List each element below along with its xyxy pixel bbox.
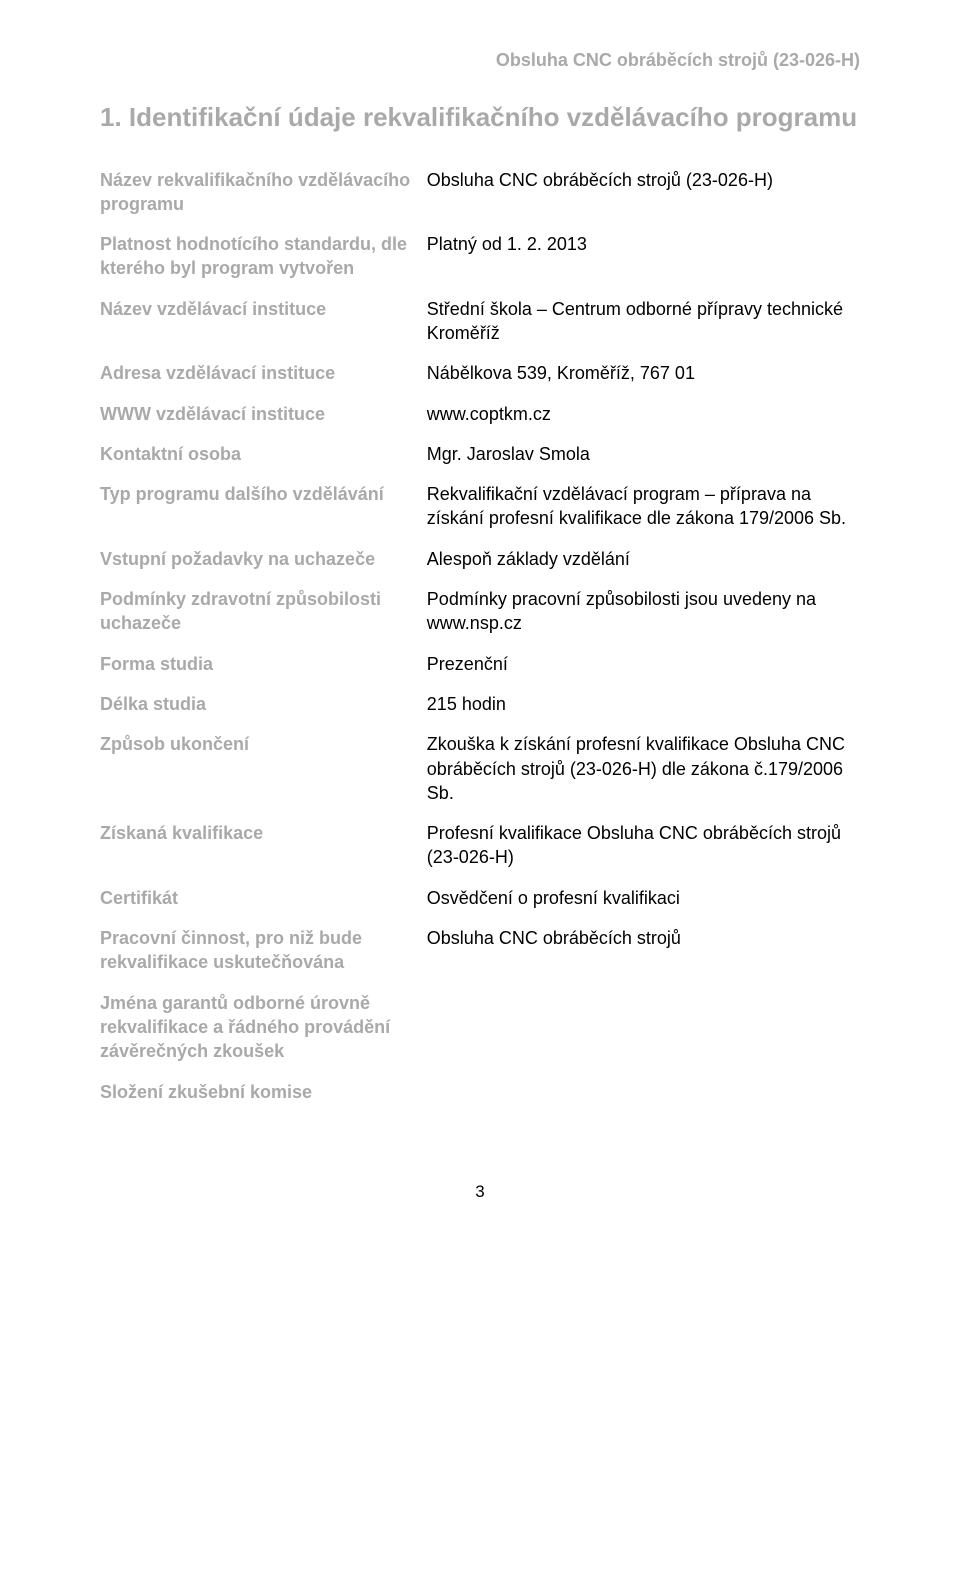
table-row: Adresa vzdělávací instituce Nábělkova 53… (100, 353, 860, 393)
table-row: Certifikát Osvědčení o profesní kvalifik… (100, 878, 860, 918)
table-row: Název vzdělávací instituce Střední škola… (100, 289, 860, 354)
table-row: Jména garantů odborné úrovně rekvalifika… (100, 983, 860, 1072)
section-heading: 1. Identifikační údaje rekvalifikačního … (100, 101, 860, 134)
row-label: Složení zkušební komise (100, 1072, 427, 1112)
row-value: Obsluha CNC obráběcích strojů (427, 918, 860, 983)
table-row: Typ programu dalšího vzdělávání Rekvalif… (100, 474, 860, 539)
row-value: Rekvalifikační vzdělávací program – příp… (427, 474, 860, 539)
table-row: Podmínky zdravotní způsobilosti uchazeče… (100, 579, 860, 644)
row-value: Zkouška k získání profesní kvalifikace O… (427, 724, 860, 813)
row-label: Jména garantů odborné úrovně rekvalifika… (100, 983, 427, 1072)
row-value: www.coptkm.cz (427, 394, 860, 434)
row-label: Podmínky zdravotní způsobilosti uchazeče (100, 579, 427, 644)
row-value (427, 1072, 860, 1112)
row-label: Délka studia (100, 684, 427, 724)
row-value: Platný od 1. 2. 2013 (427, 224, 860, 289)
row-value (427, 983, 860, 1072)
row-label: Platnost hodnotícího standardu, dle kter… (100, 224, 427, 289)
table-row: Vstupní požadavky na uchazeče Alespoň zá… (100, 539, 860, 579)
row-value: Podmínky pracovní způsobilosti jsou uved… (427, 579, 860, 644)
row-value: Profesní kvalifikace Obsluha CNC obráběc… (427, 813, 860, 878)
table-row: Složení zkušební komise (100, 1072, 860, 1112)
table-row: Délka studia 215 hodin (100, 684, 860, 724)
page: Obsluha CNC obráběcích strojů (23-026-H)… (0, 0, 960, 1242)
header-topright: Obsluha CNC obráběcích strojů (23-026-H) (100, 50, 860, 71)
table-row: Pracovní činnost, pro niž bude rekvalifi… (100, 918, 860, 983)
row-value: Obsluha CNC obráběcích strojů (23-026-H) (427, 160, 860, 225)
row-label: Název vzdělávací instituce (100, 289, 427, 354)
table-row: Kontaktní osoba Mgr. Jaroslav Smola (100, 434, 860, 474)
row-label: Certifikát (100, 878, 427, 918)
table-row: Platnost hodnotícího standardu, dle kter… (100, 224, 860, 289)
row-label: Forma studia (100, 644, 427, 684)
table-row: Název rekvalifikačního vzdělávacího prog… (100, 160, 860, 225)
row-value: Střední škola – Centrum odborné přípravy… (427, 289, 860, 354)
row-value: Nábělkova 539, Kroměříž, 767 01 (427, 353, 860, 393)
identification-table: Název rekvalifikačního vzdělávacího prog… (100, 160, 860, 1112)
table-row: Způsob ukončení Zkouška k získání profes… (100, 724, 860, 813)
row-value: Mgr. Jaroslav Smola (427, 434, 860, 474)
row-value: 215 hodin (427, 684, 860, 724)
page-number: 3 (100, 1182, 860, 1202)
row-label: Pracovní činnost, pro niž bude rekvalifi… (100, 918, 427, 983)
table-row: Forma studia Prezenční (100, 644, 860, 684)
row-label: Vstupní požadavky na uchazeče (100, 539, 427, 579)
row-value: Prezenční (427, 644, 860, 684)
row-label: Typ programu dalšího vzdělávání (100, 474, 427, 539)
row-label: Kontaktní osoba (100, 434, 427, 474)
table-row: WWW vzdělávací instituce www.coptkm.cz (100, 394, 860, 434)
row-value: Osvědčení o profesní kvalifikaci (427, 878, 860, 918)
table-row: Získaná kvalifikace Profesní kvalifikace… (100, 813, 860, 878)
row-label: Získaná kvalifikace (100, 813, 427, 878)
row-label: WWW vzdělávací instituce (100, 394, 427, 434)
row-label: Způsob ukončení (100, 724, 427, 813)
row-label: Adresa vzdělávací instituce (100, 353, 427, 393)
row-value: Alespoň základy vzdělání (427, 539, 860, 579)
row-label: Název rekvalifikačního vzdělávacího prog… (100, 160, 427, 225)
